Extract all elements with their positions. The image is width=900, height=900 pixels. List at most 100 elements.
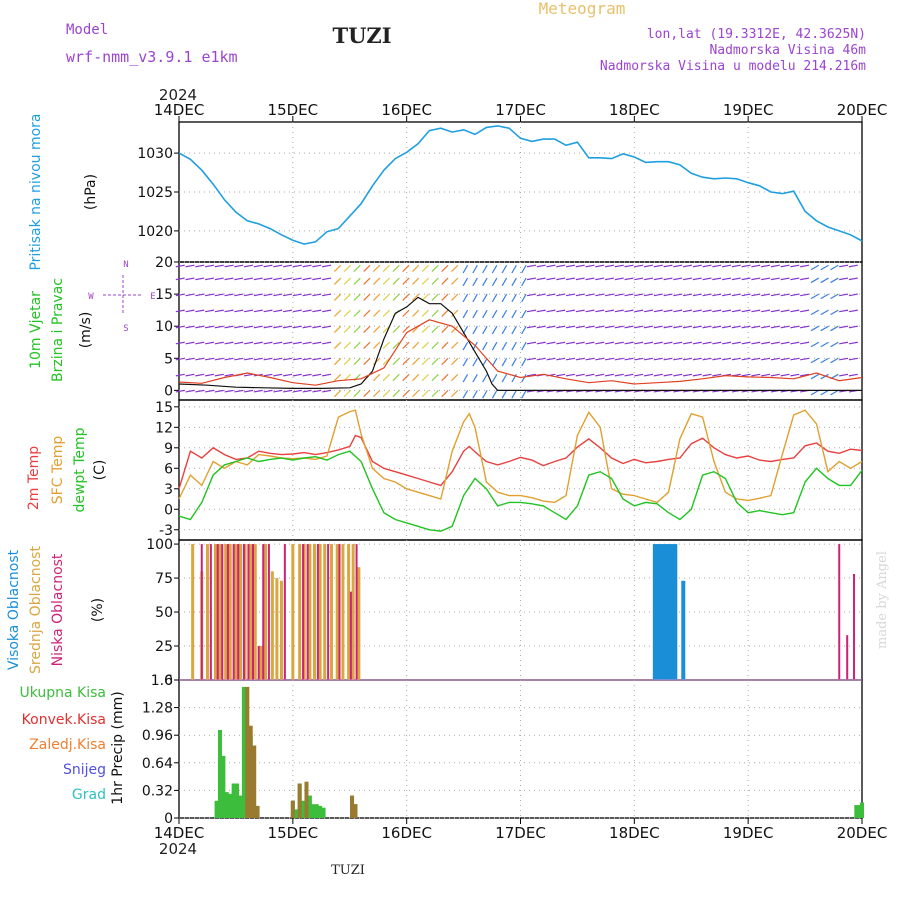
wind-arrow [741,309,751,313]
wind-arrow [392,325,400,333]
wind-arrow [546,309,556,313]
wind-arrow [353,357,361,366]
wind-arrow [472,293,478,303]
wind-arrow [722,325,732,329]
wind-arrow [462,357,469,367]
wind-arrow [253,341,263,345]
wind-arrow [848,309,858,313]
cloud-bar [853,573,856,680]
wind-arrow [292,293,302,297]
wind-arrow [839,325,849,329]
wind-arrow [472,264,478,274]
wind-arrow [224,389,234,393]
wind-arrow [392,293,400,301]
wind-arrow [421,389,430,398]
wind-arrow [491,357,498,367]
wind-arrow [800,277,810,281]
wind-arrow [402,389,410,398]
wind-arrow [614,309,624,313]
wind-arrow [195,389,205,393]
wind-arrow [175,325,185,329]
cloud-bar [257,646,260,680]
wind-arrow [322,293,332,297]
wind-arrow [521,293,527,303]
wind-arrow [663,309,673,313]
wind-arrow [253,264,263,268]
ytick-label-temperature: 3 [164,482,173,498]
wind-arrow [491,374,498,383]
wind-arrow [712,341,722,345]
wind-arrow [780,357,790,361]
wind-arrow [585,373,595,377]
wind-arrow [673,309,683,313]
wind-arrow [322,373,332,377]
wind-arrow [195,373,205,377]
wind-arrow [712,309,722,313]
wind-arrow [683,309,693,313]
wind-arrow [731,309,741,313]
wind-arrow [673,373,683,377]
wind-arrow [263,277,273,281]
wind-arrow [683,341,693,345]
wind-arrow [511,325,517,335]
wind-arrow [421,309,430,317]
precip-bar [311,804,316,818]
wind-arrow [451,309,459,317]
wind-arrows [175,264,858,399]
wind-arrow [302,264,312,268]
cloud-bar [191,544,195,680]
wind-arrow [575,325,585,329]
wind-arrow [322,325,332,329]
temp-ylabel-sfc: SFC Temp [50,436,66,505]
cloud-bar [243,544,247,680]
wind-arrow [624,309,634,313]
wind-arrow [441,264,449,272]
wind-arrow [402,357,410,366]
cloud-bar [259,646,263,680]
precip-bar [290,800,295,818]
cloud-bar [247,544,250,680]
cloud-bar [312,544,316,680]
wind-arrow [810,373,820,380]
wind-arrow [195,341,205,345]
wind-arrow [392,277,400,285]
xtick-label-bottom: 19DEC [723,824,774,842]
wind-arrow [302,277,312,281]
wind-arrow [585,357,595,361]
wind-arrow [253,389,263,393]
wind-arrow [224,341,234,345]
wind-arrow [373,325,381,333]
cloud-ylabel-mid: Srednja Oblacnost [28,546,44,674]
wind-arrow [683,325,693,329]
cloud-bar [323,544,327,680]
wind-arrow [810,309,820,316]
ytick-label-clouds: 75 [155,571,173,587]
wind-arrow [412,293,420,301]
temp-line-0 [178,434,863,490]
wind-arrow [741,264,751,268]
wind-arrow [451,277,459,285]
wind-arrow [431,277,439,285]
wind-arrow [575,293,585,297]
wind-arrow [848,264,858,268]
wind-arrow [565,309,576,313]
wind-arrow [333,277,342,285]
wind-arrow [402,325,410,333]
wind-arrow [302,373,312,377]
wind-arrow [614,341,624,345]
wind-arrow [800,309,810,313]
wind-arrow [382,277,390,285]
wind-arrow [501,357,508,367]
wind-arrow [472,390,478,399]
wind-arrow [546,277,556,281]
wind-arrow [273,373,283,377]
precip-bar [214,800,219,818]
wind-arrow [663,264,673,268]
wind-arrow [412,325,420,333]
cloud-unit: (%) [90,598,106,622]
wind-arrow [614,277,624,281]
wind-arrow [536,341,546,345]
wind-arrow [575,277,585,281]
wind-arrow [491,277,498,287]
wind-arrow [322,264,332,268]
